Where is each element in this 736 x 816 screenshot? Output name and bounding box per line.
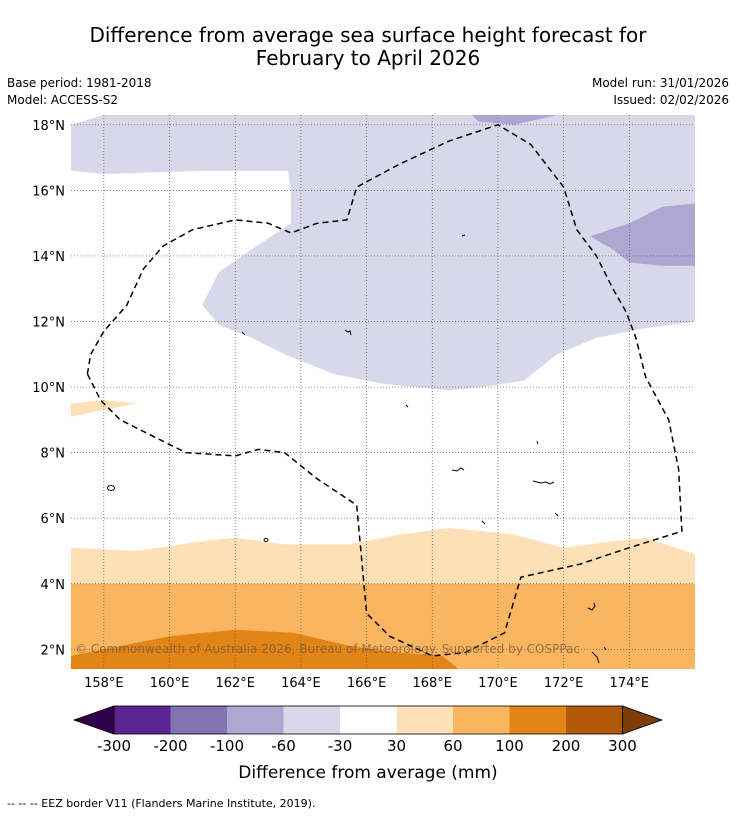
x-tick-label: 170°E	[478, 676, 518, 691]
graticule	[71, 115, 695, 669]
anomaly-region-3	[71, 528, 695, 584]
y-tick-label: 10°N	[32, 381, 65, 396]
y-tick-label: 16°N	[32, 184, 65, 199]
x-axis-ticks: 158°E 160°E 162°E 164°E 166°E 168°E 170°E 172°E…	[84, 676, 649, 691]
copyright-notice: © Commonwealth of Australia 2026, Bureau…	[75, 642, 580, 656]
island-outline	[532, 480, 555, 485]
colorbar-frame	[113, 705, 623, 735]
colorbar-under-arrow	[72, 705, 115, 735]
x-tick-label: 168°E	[412, 676, 452, 691]
y-tick-label: 4°N	[41, 578, 66, 593]
island-outline	[344, 329, 352, 336]
colorbar-over-arrow	[622, 705, 664, 735]
island-outline	[536, 440, 539, 445]
chart-title-line2: February to April 2026	[255, 46, 481, 70]
colorbar-tick-label: -300	[97, 737, 131, 755]
y-axis-ticks: 2°N 4°N 6°N 8°N 10°N 12°N 14°N 16°N 18°N	[32, 119, 65, 658]
colorbar-bin	[283, 706, 340, 734]
x-tick-label: 174°E	[610, 676, 650, 691]
colorbar-bin	[114, 706, 171, 734]
colorbar-tick-label: -200	[153, 737, 187, 755]
island-outline	[107, 485, 115, 491]
colorbar: -300 -200 -100 -60 -30 30 60 100 200 300	[72, 705, 664, 755]
island-outline	[603, 646, 607, 651]
colorbar-tick-label: -60	[271, 737, 296, 755]
colorbar-bin	[227, 706, 284, 734]
colorbar-tick-label: -100	[210, 737, 244, 755]
model-run-label: Model run: 31/01/2026	[591, 76, 729, 90]
colorbar-tick-label: -30	[328, 737, 353, 755]
y-tick-label: 12°N	[32, 316, 65, 331]
colorbar-bin	[509, 706, 566, 734]
chart-title-line1: Difference from average sea surface heig…	[89, 23, 647, 47]
anomaly-region-2	[471, 115, 558, 125]
island-outline	[554, 512, 559, 517]
eez-border-note: -- -- -- EEZ border V11 (Flanders Marine…	[7, 797, 316, 810]
colorbar-tick-label: 60	[443, 737, 462, 755]
issued-label: Issued: 02/02/2026	[613, 93, 729, 107]
island-outline	[481, 520, 486, 525]
y-tick-label: 6°N	[41, 512, 66, 527]
colorbar-bin	[396, 706, 453, 734]
eez-border	[86, 123, 683, 657]
island-outline	[241, 331, 246, 336]
y-tick-label: 2°N	[41, 643, 66, 658]
colorbar-label: Difference from average (mm)	[238, 763, 497, 783]
x-tick-label: 172°E	[544, 676, 584, 691]
colorbar-tick-label: 300	[608, 737, 637, 755]
y-tick-label: 18°N	[32, 119, 65, 134]
island-outline	[263, 538, 269, 542]
island-outline	[591, 651, 600, 664]
x-tick-label: 162°E	[215, 676, 255, 691]
colorbar-bin	[453, 706, 510, 734]
colorbar-bin	[170, 706, 227, 734]
base-period-label: Base period: 1981-2018	[7, 76, 152, 90]
y-tick-label: 14°N	[32, 250, 65, 265]
anomaly-region-6	[71, 400, 137, 417]
island-outline	[587, 602, 596, 611]
y-tick-label: 8°N	[41, 447, 66, 462]
x-tick-label: 166°E	[347, 676, 387, 691]
island-outline	[461, 234, 466, 237]
island-outline	[451, 467, 465, 472]
colorbar-tick-label: 200	[552, 737, 581, 755]
colorbar-bin	[340, 706, 397, 734]
colorbar-bin	[566, 706, 623, 734]
anomaly-region-5	[71, 629, 459, 669]
anomaly-region-1	[589, 203, 695, 266]
island-outline	[405, 404, 409, 408]
island-outlines	[107, 234, 607, 664]
colorbar-tick-label: 100	[495, 737, 524, 755]
x-tick-label: 160°E	[150, 676, 190, 691]
colorbar-tick-label: 30	[387, 737, 406, 755]
x-tick-label: 158°E	[84, 676, 124, 691]
x-tick-label: 164°E	[281, 676, 321, 691]
model-label: Model: ACCESS-S2	[7, 93, 119, 107]
